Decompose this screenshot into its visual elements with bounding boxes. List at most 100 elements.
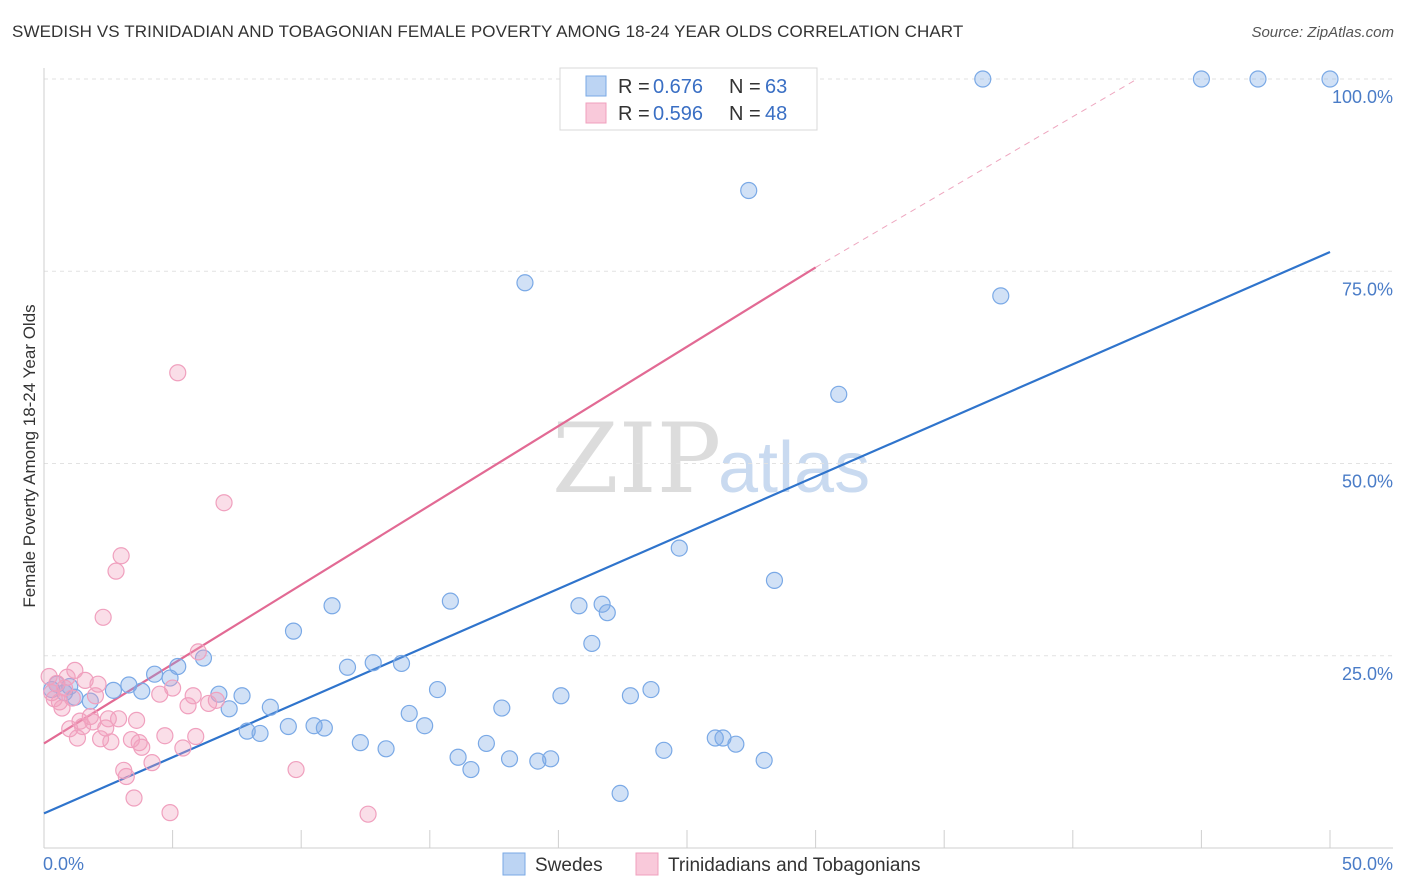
point-swedes — [727, 735, 745, 753]
point-swedes — [974, 70, 992, 88]
trend-line-swedes — [43, 251, 1331, 815]
legend-r-label: R = — [618, 76, 650, 98]
point-swedes — [655, 741, 673, 759]
trend-lines — [43, 78, 1331, 815]
point-swedes — [392, 654, 411, 673]
trend-line-extension-trinidadians — [815, 78, 1138, 268]
point-trinidadians — [187, 727, 205, 746]
point-trinidadians — [287, 760, 305, 779]
point-trinidadians — [76, 671, 94, 689]
point-swedes — [830, 385, 848, 403]
gridlines — [44, 78, 1393, 657]
point-trinidadians — [127, 711, 146, 729]
correlation-legend: R = 0.676 N = 63 R = 0.596 N = 48 — [559, 67, 818, 131]
point-swedes — [441, 592, 459, 610]
point-swedes — [133, 682, 151, 700]
point-trinidadians — [156, 727, 174, 745]
point-trinidadians — [112, 547, 130, 565]
y-tick-label: 100.0% — [1332, 87, 1393, 107]
point-swedes — [351, 734, 369, 752]
legend-r-value: 0.596 — [653, 103, 703, 125]
point-swedes — [284, 622, 303, 640]
legend-swatch-swedes — [502, 852, 526, 876]
point-swedes — [1192, 70, 1211, 88]
point-trinidadians — [359, 805, 377, 823]
source-credit: Source: ZipAtlas.com — [1251, 24, 1394, 41]
point-trinidadians — [207, 691, 225, 709]
point-trinidadians — [143, 754, 161, 772]
point-trinidadians — [91, 730, 110, 748]
point-trinidadians — [169, 364, 187, 382]
watermark-zip: ZIP — [552, 403, 721, 515]
y-tick-label: 50.0% — [1342, 472, 1393, 492]
point-trinidadians — [164, 679, 182, 697]
point-swedes — [169, 657, 187, 676]
legend-swatch-swedes — [585, 75, 607, 97]
point-swedes — [416, 717, 434, 735]
point-trinidadians — [184, 687, 202, 705]
y-axis-label: Female Poverty Among 18-24 Year Olds — [20, 304, 39, 607]
legend-n-label: N = — [729, 76, 761, 98]
point-swedes — [1321, 70, 1339, 88]
point-trinidadians — [130, 734, 148, 752]
point-swedes — [500, 750, 519, 768]
legend-n-value: 48 — [765, 103, 787, 125]
point-swedes — [611, 784, 629, 803]
legend-r-label: R = — [618, 103, 650, 125]
watermark-atlas: atlas — [718, 428, 870, 508]
point-swedes — [315, 719, 333, 737]
point-swedes — [755, 751, 773, 769]
point-swedes — [323, 597, 341, 615]
point-trinidadians — [53, 699, 71, 717]
point-swedes — [552, 687, 570, 705]
legend-r-value: 0.676 — [653, 76, 703, 98]
point-swedes — [642, 680, 660, 699]
point-trinidadians — [179, 697, 197, 715]
legend-n-label: N = — [729, 103, 761, 125]
point-trinidadians — [117, 767, 135, 786]
point-swedes — [593, 595, 611, 613]
point-swedes — [1249, 70, 1267, 88]
point-swedes — [220, 700, 238, 718]
point-trinidadians — [174, 739, 192, 757]
x-ticks — [172, 830, 1331, 848]
point-trinidadians — [125, 789, 143, 807]
point-trinidadians — [109, 710, 128, 728]
point-swedes — [238, 722, 256, 740]
point-trinidadians — [63, 689, 81, 707]
legend-label-trinidadians: Trinidadians and Tobagonians — [668, 855, 920, 876]
legend-swatch-trinidadians — [635, 852, 659, 876]
x-tick-label: 0.0% — [43, 854, 84, 874]
point-trinidadians — [215, 494, 233, 512]
chart-title: SWEDISH VS TRINIDADIAN AND TOBAGONIAN FE… — [12, 22, 964, 41]
point-swedes — [740, 181, 758, 200]
point-swedes — [279, 717, 297, 736]
legend-label-swedes: Swedes — [535, 855, 603, 876]
point-swedes — [338, 658, 357, 676]
point-swedes — [529, 752, 547, 770]
point-swedes — [570, 597, 588, 615]
point-swedes — [305, 717, 323, 735]
point-swedes — [462, 760, 480, 779]
point-swedes — [765, 571, 784, 589]
series-legend: Swedes Trinidadians and Tobagonians — [502, 852, 920, 876]
trend-line-trinidadians — [43, 266, 817, 745]
point-swedes — [493, 699, 511, 717]
point-trinidadians — [161, 804, 179, 822]
point-trinidadians — [102, 733, 120, 751]
y-tick-label: 75.0% — [1342, 279, 1393, 299]
point-trinidadians — [66, 661, 84, 679]
point-swedes — [516, 274, 534, 292]
point-swedes — [251, 724, 269, 743]
point-swedes — [621, 687, 640, 705]
point-swedes — [542, 750, 560, 768]
point-swedes — [670, 539, 688, 557]
point-trinidadians — [89, 675, 107, 693]
point-trinidadians — [133, 738, 151, 756]
point-swedes — [261, 698, 279, 716]
point-trinidadians — [94, 608, 112, 626]
point-swedes — [364, 654, 382, 672]
point-trinidadians — [189, 643, 207, 661]
point-swedes — [598, 604, 616, 622]
